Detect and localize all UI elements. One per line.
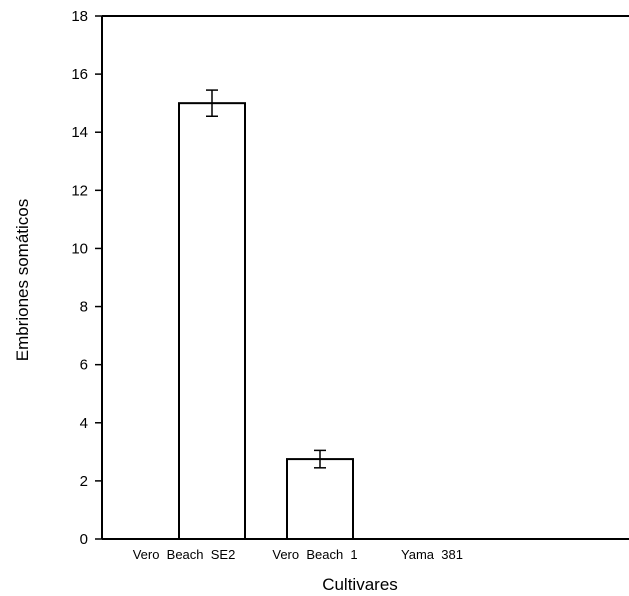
y-axis-ticks: 0 2 4 6 8 10 12 14 16 18 — [71, 8, 102, 548]
y-tick-label: 18 — [71, 8, 88, 25]
y-tick-label: 16 — [71, 66, 88, 83]
x-category-label: Vero Beach 1 — [272, 547, 357, 562]
y-tick-label: 10 — [71, 240, 88, 257]
x-axis-category-labels: Vero Beach SE2 Vero Beach 1 Yama 381 — [133, 547, 463, 562]
bar — [178, 102, 246, 541]
x-category-label: Vero Beach SE2 — [133, 547, 236, 562]
chart-bars — [178, 102, 354, 541]
x-category-label: Yama 381 — [401, 547, 463, 562]
y-tick-label: 2 — [80, 473, 88, 490]
y-axis-title: Embriones somáticos — [13, 199, 32, 362]
bar — [286, 458, 354, 541]
y-tick-label: 14 — [71, 124, 88, 141]
x-axis-title: Cultivares — [322, 575, 398, 594]
y-tick-label: 4 — [80, 415, 88, 432]
y-tick-label: 8 — [80, 299, 88, 316]
y-tick-label: 6 — [80, 357, 88, 374]
y-tick-label: 12 — [71, 182, 88, 199]
chart-error-bars — [206, 89, 326, 469]
y-tick-label: 0 — [80, 531, 88, 548]
